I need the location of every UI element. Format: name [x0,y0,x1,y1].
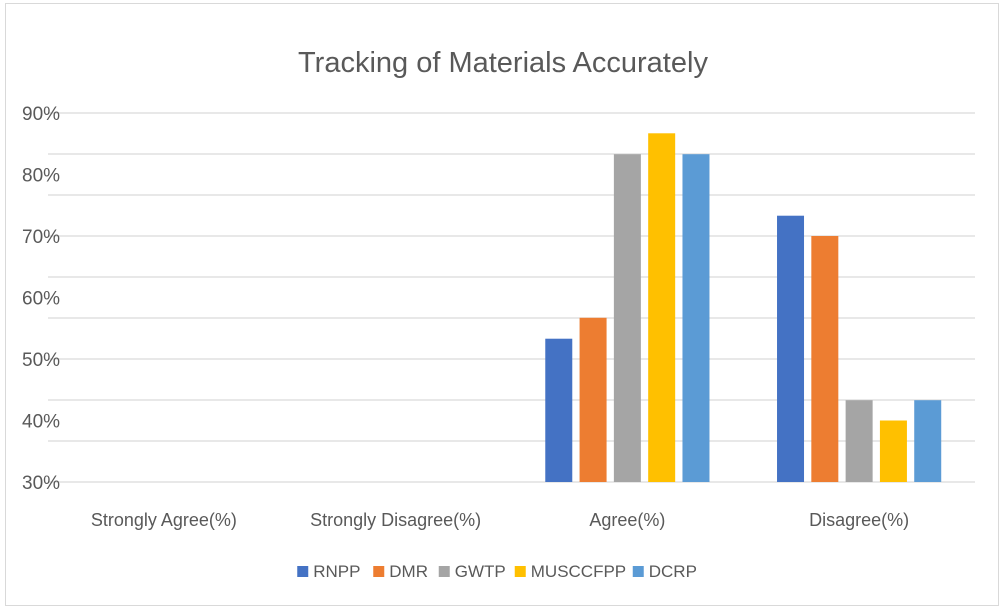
legend-label: DCRP [649,562,697,581]
bar-rnpp [545,338,573,482]
x-tick-label: Strongly Agree(%) [91,510,237,530]
y-tick-label: 80% [22,166,60,187]
legend-swatch-gwtp [438,566,450,577]
bar-gwtp [845,400,873,482]
legend-swatch-musccfpp [514,566,526,577]
chart-title: Tracking of Materials Accurately [298,47,708,79]
bar-dcrp [914,400,942,482]
y-tick-label: 60% [22,289,60,310]
legend-label: RNPP [313,562,360,581]
x-tick-label: Disagree(%) [809,510,909,530]
legend-label: MUSCCFPP [531,562,626,581]
bar-gwtp [613,154,641,482]
y-tick-label: 90% [22,104,60,125]
legend-swatch-dmr [373,566,385,577]
y-tick-label: 40% [22,412,60,433]
legend-swatch-dcrp [632,566,644,577]
bar-rnpp [777,215,805,482]
legend-label: GWTP [455,562,506,581]
x-tick-label: Strongly Disagree(%) [310,510,481,530]
legend-swatch-rnpp [297,566,309,577]
bar-musccfpp [879,420,907,482]
bar-dmr [579,317,607,482]
bar-dmr [811,236,839,482]
y-tick-label: 30% [22,473,60,494]
bar-dcrp [682,154,710,482]
bar-musccfpp [648,133,676,483]
y-tick-label: 50% [22,350,60,371]
legend-label: DMR [389,562,428,581]
chart-area [5,3,999,606]
x-tick-label: Agree(%) [589,510,665,530]
y-tick-label: 70% [22,227,60,248]
